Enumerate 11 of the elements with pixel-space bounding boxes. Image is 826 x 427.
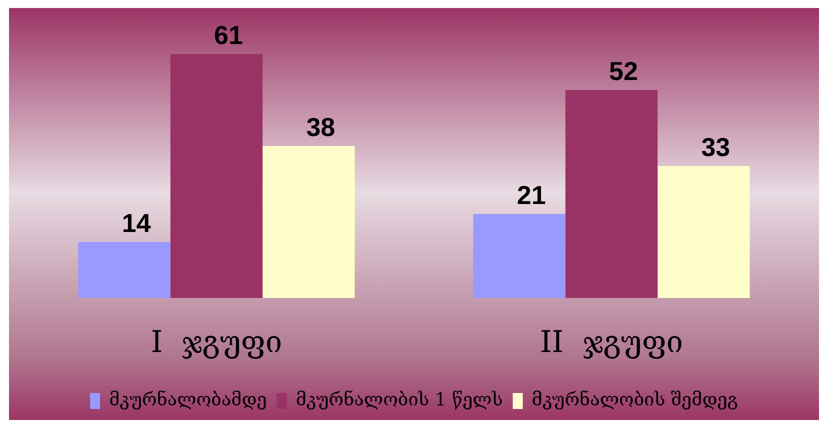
data-label: 38 bbox=[306, 112, 336, 142]
data-label: 14 bbox=[122, 208, 152, 238]
data-label: 21 bbox=[516, 180, 546, 210]
legend-label: მკურნალობის 1 წელს bbox=[296, 390, 503, 411]
data-label: 33 bbox=[701, 132, 730, 162]
data-label: 52 bbox=[609, 56, 638, 86]
data-label: 61 bbox=[214, 20, 243, 50]
legend-label: მკურნალობამდე bbox=[109, 390, 267, 411]
x-tick-label: II ჯგუფი bbox=[540, 324, 684, 360]
legend-label: მკურნალობის შემდეგ bbox=[532, 390, 738, 411]
x-tick-label: I ჯგუფი bbox=[150, 324, 282, 360]
